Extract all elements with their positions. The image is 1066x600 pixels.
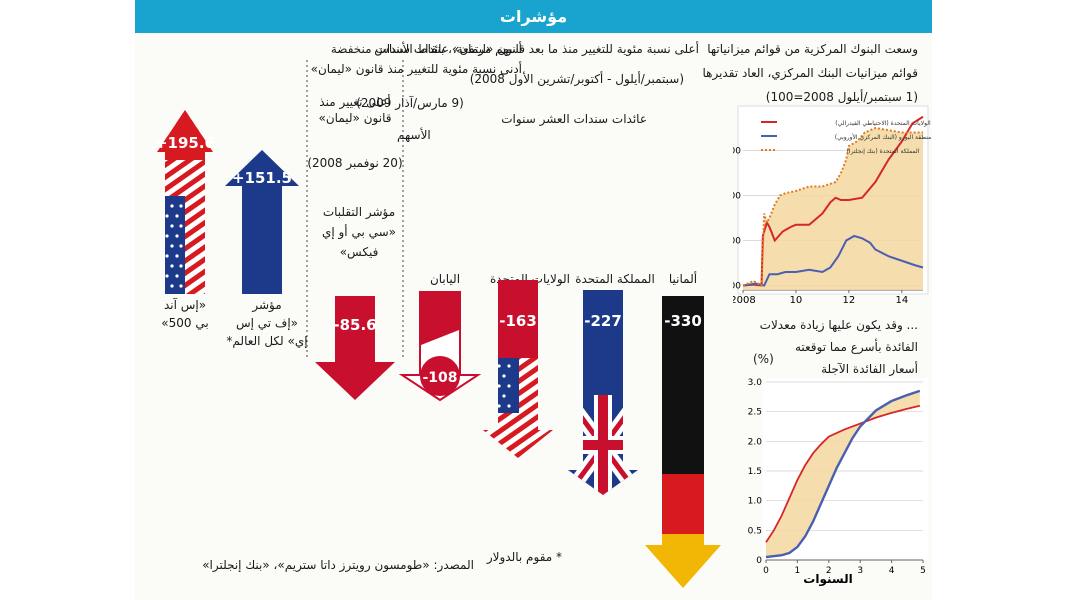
sp500-value-label: +195.6 (155, 134, 215, 152)
ftse-name-line-2: «إف تي إس (235, 316, 299, 330)
forward-x-label: السنوات (803, 572, 852, 587)
source-note: المصدر: «طومسون رويترز داتا ستريم»، «بنك… (202, 558, 474, 572)
fr-y-tick: 2.5 (748, 408, 762, 418)
bs-legend-label: الولايات المتحدة (الاحتياطي الفيدرالي) (835, 120, 931, 127)
fr-x-tick: 5 (920, 566, 926, 576)
germany-name: ألمانيا (668, 272, 698, 286)
usa-value-label: -163 (499, 312, 537, 330)
footnote: * مقوم بالدولار (486, 550, 562, 564)
arrows-chart: +195.6 +151.5 -85.6 -108 (155, 60, 721, 588)
fr-y-tick: 3.0 (748, 378, 763, 388)
fr-line-red (765, 404, 921, 543)
germany-value-label: -330 (664, 312, 702, 330)
fr-x-tick: 1 (795, 566, 801, 576)
fr-x-tick: 0 (763, 566, 769, 576)
left-title-line-1: أسهم مرتفعة، عائدات سندات منخفضة (330, 42, 522, 56)
bs-y-tick: 400 (733, 147, 741, 157)
vix-note-line-3: (20 نوفمبر 2008) (307, 156, 403, 170)
bs-legend-label: المملكة المتحدة (بنك إنجلترا) (847, 148, 920, 155)
ftse-name-line-3: إي» لكل العالم* (226, 334, 308, 348)
bs-line-uk (742, 126, 923, 288)
fr-y-tick: 0.5 (748, 526, 762, 536)
mid-title-line-2: (سبتمبر/أيلول - أكتوبر/تشرين الأول 2008) (469, 72, 684, 86)
bonds-label: عائدات سندات العشر سنوات (501, 112, 647, 126)
bar-vix (315, 296, 395, 400)
bottom-right-title-line-3: أسعار الفائدة الآجلة (821, 362, 918, 376)
vix-name-line-1: مؤشر التقلبات (322, 205, 396, 219)
uk-value-label: -227 (584, 312, 622, 330)
left-title-line-2: أدنى نسبة مئوية للتغيير منذ قانون «ليمان… (310, 62, 522, 76)
fr-y-tick: 2.0 (748, 437, 763, 447)
bar-germany (645, 296, 721, 588)
bar-usa (483, 280, 553, 458)
fr-line-blue (765, 389, 921, 559)
fr-y-tick: 1.0 (748, 497, 763, 507)
fr-x-tick: 2 (826, 566, 832, 576)
bs-legend-label: منطقة اليورو (البنك المركزي الأوروبي) (835, 133, 931, 141)
sp500-name-line-2: بي 500» (161, 316, 209, 330)
fr-x-tick: 3 (857, 566, 863, 576)
fr-y-tick: 0 (756, 556, 762, 566)
japan-value-label: -108 (422, 370, 457, 386)
left-title-line-3: (9 مارس/آذار 2009) (356, 96, 464, 110)
mid-title-line-1: أعلى نسبة مئوية للتغيير منذ ما بعد قانون… (374, 42, 699, 56)
bs-y-tick: 100 (733, 282, 741, 292)
forward-rates-chart: 0 1 2 3 4 5 0 0.5 1.0 1.5 2.0 2.5 3.0 السنوات (748, 378, 928, 587)
forward-unit: (%) (753, 352, 774, 366)
bs-x-tick: 2008 (733, 295, 756, 306)
bs-line-euro (742, 234, 924, 287)
bs-x-tick: 12 (843, 295, 856, 306)
vix-name-line-2: «سي بي أو إي (321, 225, 397, 239)
ftse-name-line-1: مؤشر (252, 298, 282, 312)
bs-x-tick: 10 (790, 295, 803, 306)
balance-sheet-chart: الولايات المتحدة (الاحتياطي الفيدرالي) من… (733, 105, 931, 306)
bs-y-tick: 300 (733, 192, 741, 202)
bottom-right-title-line-1: ... وقد يكون عليها زيادة معدلات (759, 318, 918, 332)
sp500-name-line-1: «إس آند (163, 298, 207, 312)
bar-ftse (225, 150, 299, 294)
top-right-title-line-3: (1 سبتمبر/أيلول 2008=100) (765, 90, 918, 104)
bar-japan (398, 291, 482, 402)
stocks-label: الأسهم (397, 128, 431, 142)
ftse-value-label: +151.5 (232, 169, 292, 187)
top-right-title-line-2: قوائم ميزانيات البنك المركزي، العاد تقدي… (702, 66, 918, 80)
fr-y-tick: 1.5 (748, 467, 762, 477)
bs-line-us (742, 115, 924, 287)
japan-name: اليابان (429, 272, 461, 286)
uk-name: المملكة المتحدة (575, 272, 655, 286)
vix-note-line-2: قانون «ليمان» (318, 111, 392, 125)
bs-y-tick: 200 (733, 237, 741, 247)
bottom-right-title-line-2: الفائدة بأسرع مما توقعته (794, 340, 918, 354)
bs-x-tick: 14 (895, 295, 908, 306)
fr-x-tick: 4 (889, 566, 895, 576)
vix-name-line-3: فيكس» (339, 245, 379, 259)
top-right-title-line-1: وسعت البنوك المركزية من قوائم ميزانياتها (707, 42, 918, 56)
banner-title: مؤشرات (135, 0, 932, 33)
vix-value-label: -85.6 (333, 316, 376, 334)
vix-note-line-1: أعلى تغيير منذ (319, 95, 391, 109)
infographic-page: مؤشرات أسهم مرتفعة، عائدات سندات منخفضة … (135, 0, 932, 600)
